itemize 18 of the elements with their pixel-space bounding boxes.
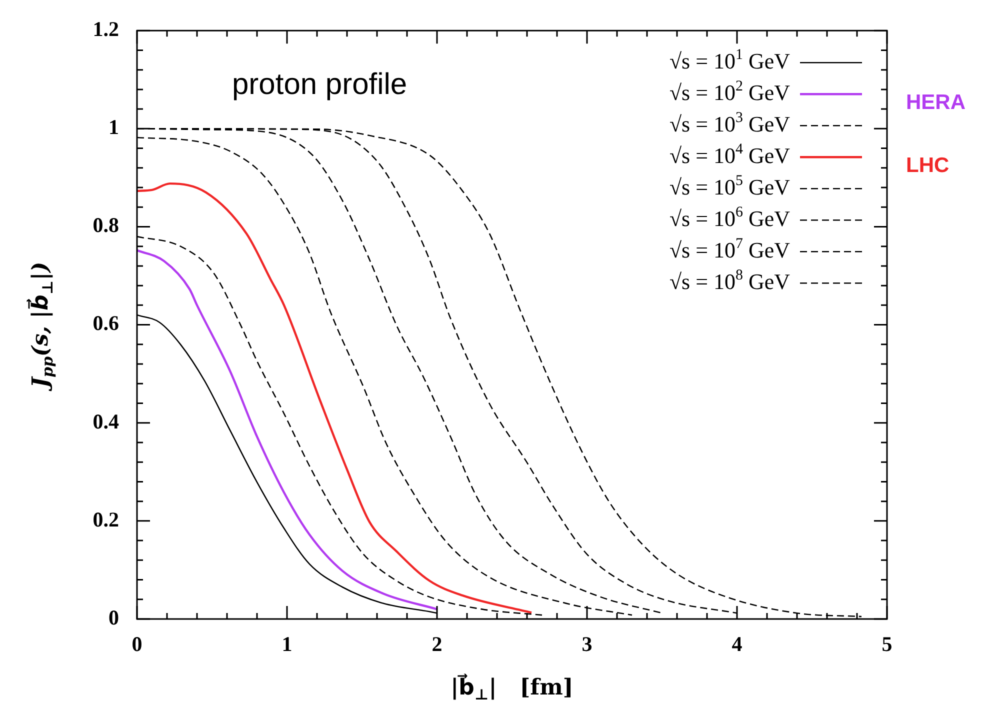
x-tick-label: 3 <box>582 632 592 656</box>
y-tick-label: 0 <box>108 605 119 630</box>
annotation: proton profile <box>232 68 408 101</box>
x-axis-title: |b⃗⊥| [fm] <box>450 674 574 704</box>
x-tick-label: 1 <box>282 632 292 656</box>
y-tick-label: 1.2 <box>92 17 119 42</box>
x-tick-label: 4 <box>732 632 743 656</box>
text: HERA <box>906 90 966 114</box>
y-tick-label: 0.6 <box>92 311 119 336</box>
y-tick-label: 0.2 <box>92 507 119 532</box>
x-tick-label: 2 <box>432 632 442 656</box>
text: LHC <box>906 154 950 177</box>
y-tick-label: 0.8 <box>92 213 119 238</box>
y-tick-label: 1 <box>108 115 119 140</box>
y-tick-label: 0.4 <box>92 409 120 434</box>
y-axis-title: Jpp(s, |b⃗⊥|) <box>26 262 56 392</box>
x-tick-label: 5 <box>882 632 892 656</box>
x-tick-label: 0 <box>132 632 142 656</box>
